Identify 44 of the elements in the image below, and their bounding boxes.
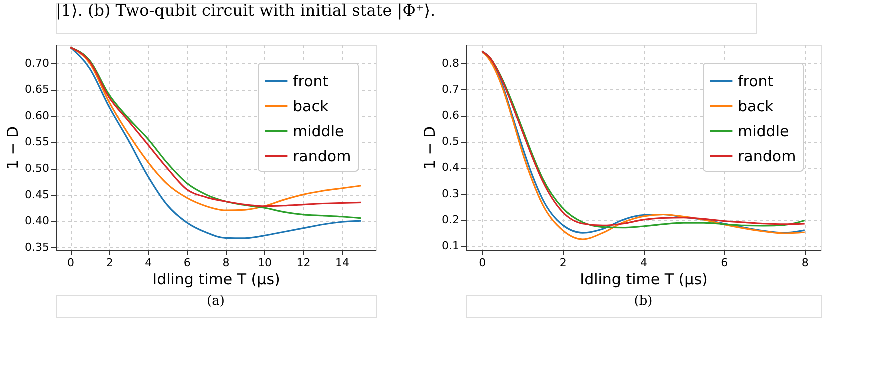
y-tick-label: 0.5 (442, 135, 460, 148)
x-tick-label: 4 (640, 256, 648, 270)
y-tick-label: 0.50 (25, 162, 50, 176)
legend-label: front (738, 72, 774, 90)
y-tick-label: 0.65 (25, 83, 50, 96)
x-tick-label: 8 (802, 256, 809, 270)
y-tick-label: 0.2 (442, 213, 460, 226)
x-tick-label: 4 (145, 256, 152, 270)
x-axis-title: Idling time T (μs) (580, 270, 708, 288)
x-tick-label: 14 (336, 256, 350, 270)
y-tick-label: 0.3 (442, 187, 460, 200)
y-tick-label: 0.1 (442, 240, 460, 253)
legend-label: random (293, 148, 352, 166)
y-tick-label: 0.60 (25, 109, 50, 122)
x-tick-label: 0 (68, 256, 75, 270)
x-tick-label: 6 (184, 256, 191, 270)
legend-label: front (293, 72, 329, 90)
x-tick-label: 10 (258, 256, 272, 270)
y-tick-label: 0.40 (25, 214, 50, 228)
legend-label: back (738, 98, 774, 116)
x-tick-label: 6 (721, 256, 728, 270)
x-tick-label: 2 (560, 256, 567, 270)
text: (b) (634, 294, 653, 309)
x-tick-label: 2 (106, 256, 114, 270)
y-tick-label: 0.7 (442, 82, 460, 96)
y-axis-title: 1 − D (421, 126, 440, 170)
legend-label: middle (738, 122, 790, 140)
y-tick-label: 0.4 (442, 161, 460, 174)
x-tick-label: 0 (479, 256, 486, 270)
y-tick-label: 0.6 (442, 109, 460, 122)
x-tick-label: 12 (296, 256, 311, 270)
y-tick-label: 0.35 (25, 240, 50, 254)
y-tick-label: 0.55 (25, 136, 50, 149)
text: |1⟩. (b) Two-qubit circuit with initial state |Φ⁺⟩. (56, 1, 436, 20)
text: (a) (207, 294, 225, 309)
y-tick-label: 0.45 (25, 188, 50, 202)
y-tick-label: 0.8 (442, 56, 460, 70)
x-tick-label: 8 (222, 256, 230, 270)
x-axis-title: Idling time T (μs) (152, 270, 280, 288)
y-axis-title: 1 − D (4, 126, 22, 170)
y-tick-label: 0.70 (25, 56, 50, 70)
legend-label: middle (293, 122, 344, 140)
legend-label: back (293, 98, 329, 116)
legend-label: random (738, 148, 796, 166)
